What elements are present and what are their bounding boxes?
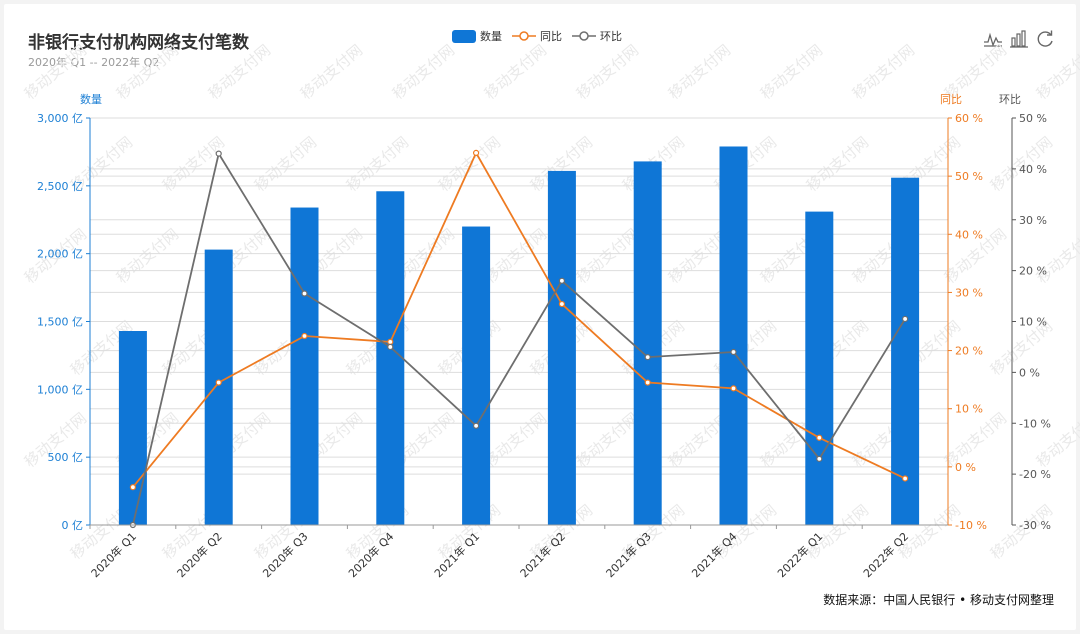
tick-label-left: 3,000 亿 (37, 112, 83, 125)
point-qoq (558, 277, 566, 284)
watermark-text: 移动支付网 (389, 41, 458, 103)
watermark-text: 移动支付网 (573, 409, 642, 471)
point-yoy (129, 484, 136, 491)
watermark-text: 移动支付网 (481, 41, 550, 103)
point-yoy (558, 300, 566, 308)
tick-label-right-qoq: -10 % (1019, 417, 1051, 430)
legend-line-swatch-yoy (512, 31, 536, 41)
watermark-text: 移动支付网 (1033, 41, 1080, 103)
watermark-text: 移动支付网 (113, 41, 182, 103)
tick-label-left: 1,500 亿 (37, 316, 83, 329)
y-axis-right-yoy-name: 同比 (940, 93, 962, 106)
watermark-text: 移动支付网 (1033, 225, 1080, 287)
point-yoy (644, 379, 651, 386)
tick-label-left: 2,500 亿 (37, 180, 83, 193)
legend-bar-swatch (452, 29, 476, 43)
watermark-text: 移动支付网 (987, 501, 1056, 563)
tick-label-right-qoq: 40 % (1019, 163, 1047, 176)
bar-quantity (805, 211, 834, 526)
legend-label-yoy: 同比 (540, 30, 562, 43)
watermark-text: 移动支付网 (297, 41, 366, 103)
point-qoq (387, 343, 394, 351)
bar-chart-icon[interactable] (1008, 29, 1030, 49)
series-line (132, 151, 906, 526)
tick-label-right-yoy: 30 % (955, 286, 983, 299)
axes: 数量 同比 环比 0 亿 500 亿 1,000 亿 1,500 亿 2,000 亿 2,500… (37, 93, 1051, 532)
bar-quantity (891, 177, 920, 525)
point-qoq (301, 290, 308, 297)
line-chart-icon[interactable] (982, 29, 1004, 49)
point-yoy (387, 338, 394, 345)
toolbox (978, 29, 1056, 49)
tick-label-right-yoy: -10 % (955, 519, 987, 532)
tick-label-right-qoq: 10 % (1019, 316, 1047, 329)
point-qoq (901, 315, 909, 323)
point-yoy (816, 434, 823, 441)
legend-label-quantity: 数量 (480, 30, 502, 43)
watermark-text: 移动支付网 (665, 41, 734, 103)
y-axis-left-name: 数量 (80, 93, 102, 106)
bar-series-quantity (118, 146, 920, 526)
watermark-text: 移动支付网 (573, 41, 642, 103)
point-qoq (730, 348, 737, 356)
data-source-note: 数据来源：中国人民银行 • 移动支付网整理 (823, 593, 1054, 607)
chart-title: 非银行支付机构网络支付笔数 (28, 33, 249, 53)
tick-label-right-yoy: 50 % (955, 170, 983, 183)
bar-quantity (118, 330, 147, 525)
point-yoy (301, 332, 308, 340)
tick-label-right-qoq: -20 % (1019, 468, 1051, 481)
tick-label-right-qoq: 50 % (1019, 112, 1047, 125)
legend-item-qoq[interactable]: 环比 (572, 28, 622, 44)
bar-quantity (290, 207, 319, 526)
point-yoy (215, 379, 222, 386)
tick-label-right-yoy: 20 % (955, 345, 983, 358)
series-line (132, 150, 906, 488)
point-qoq (215, 150, 222, 157)
watermark-text: 移动支付网 (757, 41, 826, 103)
tick-label-left: 0 亿 (62, 519, 84, 532)
bar-quantity (376, 191, 405, 525)
tick-label-left: 500 亿 (48, 451, 84, 464)
tick-label-left: 1,000 亿 (37, 383, 83, 396)
legend-item-yoy[interactable]: 同比 (512, 28, 562, 44)
tick-label-left: 2,000 亿 (37, 248, 83, 261)
tick-label-right-yoy: 0 % (955, 461, 976, 474)
bar-quantity (462, 226, 491, 526)
tick-label-right-qoq: 0 % (1019, 366, 1040, 379)
point-qoq (816, 455, 823, 462)
point-yoy (901, 475, 909, 482)
point-qoq (473, 422, 480, 429)
tick-label-right-qoq: 20 % (1019, 265, 1047, 278)
bar-quantity (204, 249, 233, 525)
bar-quantity (633, 161, 662, 525)
watermark-text: 移动支付网 (205, 41, 274, 103)
point-yoy (473, 149, 480, 156)
x-tick-label: 2021年 Q3 (603, 529, 654, 580)
tick-label-right-yoy: 40 % (955, 228, 983, 241)
legend-label-qoq: 环比 (600, 30, 622, 43)
legend-item-quantity[interactable]: 数量 (452, 28, 502, 44)
tick-label-right-qoq: 30 % (1019, 214, 1047, 227)
legend-line-swatch-qoq (572, 31, 596, 41)
bar-quantity (719, 146, 748, 526)
watermark-text: 移动支付网 (849, 41, 918, 103)
line-series-qoq (129, 150, 909, 529)
tick-label-right-yoy: 10 % (955, 403, 983, 416)
line-series-yoy (129, 149, 909, 491)
y-axis-right-qoq-name: 环比 (999, 93, 1021, 106)
watermark-text: 移动支付网 (481, 409, 550, 471)
point-qoq (644, 354, 651, 361)
point-yoy (730, 385, 737, 392)
x-axis-labels: 2020年 Q1 2020年 Q2 2020年 Q3 2020年 Q4 2021年 Q1… (88, 525, 911, 580)
chart-subtitle: 2020年 Q1 -- 2022年 Q2 (28, 56, 160, 69)
legend: 数量 同比 环比 (452, 28, 632, 44)
tick-label-right-yoy: 60 % (955, 112, 983, 125)
bar-quantity (547, 170, 576, 525)
restore-icon[interactable] (1034, 29, 1056, 49)
tick-label-right-qoq: -30 % (1019, 519, 1051, 532)
